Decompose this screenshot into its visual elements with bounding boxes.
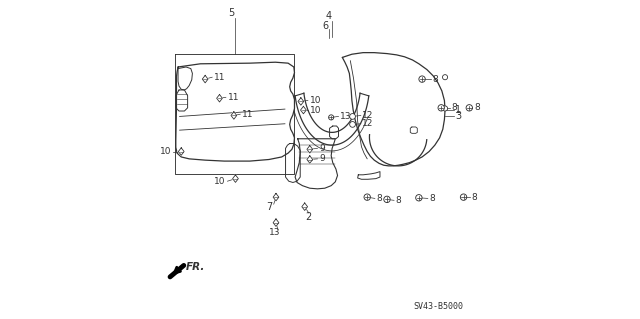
Polygon shape: [273, 193, 279, 201]
Text: 10: 10: [159, 147, 171, 156]
Polygon shape: [307, 145, 313, 153]
Text: 12: 12: [362, 111, 374, 120]
Text: 12: 12: [362, 119, 374, 128]
Text: 8: 8: [396, 196, 401, 205]
Polygon shape: [232, 175, 238, 182]
Text: 10: 10: [310, 106, 321, 115]
Text: 5: 5: [228, 8, 234, 19]
Text: 6: 6: [323, 20, 329, 31]
Polygon shape: [231, 112, 237, 119]
Polygon shape: [307, 156, 313, 163]
Circle shape: [442, 106, 447, 111]
Text: 8: 8: [433, 75, 438, 84]
Text: 3: 3: [455, 111, 461, 122]
Circle shape: [364, 194, 371, 200]
Circle shape: [416, 195, 422, 201]
Text: 2: 2: [305, 212, 311, 222]
Circle shape: [349, 122, 355, 127]
Text: 8: 8: [376, 194, 382, 203]
Text: 7: 7: [266, 202, 273, 212]
Text: 10: 10: [310, 96, 321, 105]
Text: 1: 1: [455, 105, 461, 115]
Circle shape: [466, 105, 472, 111]
Text: 11: 11: [214, 73, 225, 82]
Text: 8: 8: [429, 194, 435, 203]
Text: 11: 11: [242, 110, 253, 119]
Text: 13: 13: [340, 112, 351, 121]
Text: FR.: FR.: [186, 262, 205, 272]
Text: 8: 8: [452, 103, 458, 112]
Text: 9: 9: [319, 154, 324, 163]
Text: 11: 11: [227, 93, 239, 102]
Polygon shape: [301, 106, 307, 114]
Polygon shape: [179, 148, 184, 155]
Circle shape: [384, 196, 390, 203]
Circle shape: [460, 194, 467, 200]
Circle shape: [328, 115, 333, 120]
Text: 9: 9: [319, 144, 324, 153]
Text: 8: 8: [472, 193, 477, 202]
Polygon shape: [298, 98, 304, 105]
Polygon shape: [202, 75, 208, 83]
Text: SV43-B5000: SV43-B5000: [413, 302, 463, 311]
Circle shape: [442, 75, 447, 80]
Text: 13: 13: [269, 228, 280, 237]
Polygon shape: [273, 219, 279, 226]
Polygon shape: [302, 203, 308, 211]
Text: 8: 8: [474, 103, 480, 112]
Circle shape: [419, 76, 425, 82]
Text: 4: 4: [325, 11, 331, 21]
Polygon shape: [217, 94, 222, 102]
Circle shape: [349, 114, 355, 119]
Circle shape: [438, 105, 444, 111]
Text: 10: 10: [214, 177, 226, 186]
